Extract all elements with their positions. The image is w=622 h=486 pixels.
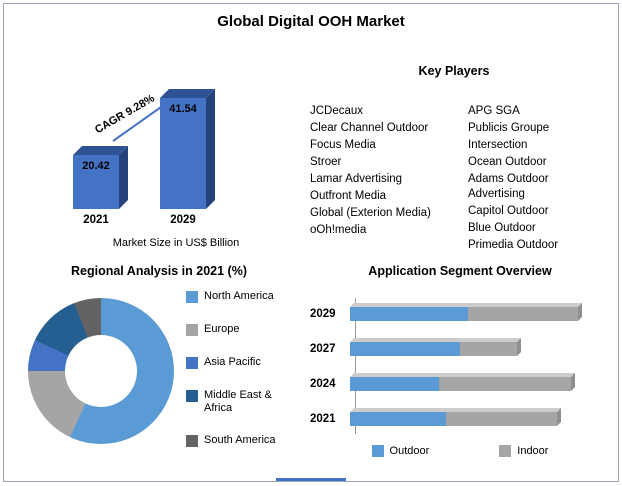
segment-outdoor — [350, 341, 461, 356]
key-players-title: Key Players — [418, 64, 490, 78]
legend-swatch — [186, 324, 198, 336]
application-segment-section: Application Segment Overview 2029 2027 202… — [304, 264, 616, 479]
legend-label: Middle East & Africa — [204, 389, 272, 414]
legend-item-middle-east-africa: Middle East & Africa — [186, 389, 296, 414]
bar-value-label: 41.54 — [169, 103, 197, 115]
app-bar-row-2027: 2027 — [310, 331, 616, 366]
segment-indoor — [467, 306, 578, 321]
market-size-chart: 20.42 41.54 CAGR 9.28% 2021 2029 Market Si… — [56, 59, 296, 254]
year-label: 2029 — [310, 307, 336, 320]
segment-indoor — [460, 341, 517, 356]
legend-label: Europe — [204, 323, 240, 335]
bottom-accent-bar — [276, 478, 346, 481]
bar-front-face: 41.54 — [160, 98, 206, 209]
bar-year-label: 2021 — [83, 214, 109, 226]
player-name: Primedia Outdoor — [468, 238, 559, 251]
bar-top-face — [350, 337, 521, 342]
market-bars-area: 20.42 41.54 — [56, 59, 296, 209]
bar-track — [350, 372, 585, 391]
player-name: Publicis Groupe — [468, 121, 550, 134]
segment-indoor — [446, 411, 557, 426]
player-name: Stroer — [310, 155, 342, 168]
y-axis-line — [355, 298, 356, 434]
player-name: JCDecaux — [310, 105, 364, 117]
player-name: Lamar Advertising — [310, 172, 403, 185]
key-players-column-1: JCDecaux Clear Channel Outdoor Focus Med… — [310, 104, 468, 254]
player-name: Intersection — [468, 138, 528, 151]
page-title: Global Digital OOH Market — [217, 13, 405, 30]
year-label: 2021 — [310, 412, 336, 425]
legend-item-europe: Europe — [186, 323, 296, 336]
player-name: Ocean Outdoor — [468, 155, 547, 168]
player-name: Capitol Outdoor — [468, 204, 549, 217]
segment-outdoor — [350, 376, 440, 391]
player-name: oOh!media — [310, 223, 367, 236]
cagr-arrow — [112, 98, 173, 142]
app-bar-row-2029: 2029 — [310, 296, 616, 331]
market-x-axis-labels: 2021 2029 — [56, 214, 296, 230]
bar-end-face — [516, 337, 521, 356]
key-players-column-2: APG SGA Publicis Groupe Intersection Oce… — [468, 104, 590, 254]
donut-hole — [65, 335, 137, 407]
legend-label: Indoor — [517, 444, 549, 457]
legend-swatch — [371, 445, 384, 457]
player-name: Global (Exterion Media) — [310, 206, 431, 219]
player-name: Adams Outdoor Advertising — [468, 172, 549, 200]
legend-item-north-america: North America — [186, 290, 296, 303]
player-name: Focus Media — [310, 138, 376, 151]
segment-outdoor — [350, 411, 447, 426]
bar-front-face: 20.42 — [73, 155, 119, 209]
player-name: APG SGA — [468, 105, 520, 117]
regional-analysis-section: Regional Analysis in 2021 (%) North Amer… — [14, 264, 304, 476]
bar-track — [350, 302, 585, 321]
app-bar-row-2024: 2024 — [310, 366, 616, 401]
bar-track — [350, 407, 585, 426]
market-bar-2029: 41.54 — [160, 89, 215, 209]
bar-top-face — [350, 372, 575, 377]
key-players-columns: JCDecaux Clear Channel Outdoor Focus Med… — [310, 104, 604, 254]
segment-indoor — [439, 376, 571, 391]
bar-end-face — [577, 302, 582, 321]
legend-label: Outdoor — [389, 444, 430, 457]
player-name: Blue Outdoor — [468, 221, 536, 234]
legend-swatch — [186, 291, 198, 303]
regional-legend: North America Europe Asia Pacific Middle Ea… — [186, 290, 296, 467]
legend-item-indoor: Indoor — [499, 444, 548, 457]
segment-outdoor — [350, 306, 468, 321]
year-label: 2024 — [310, 377, 336, 390]
market-chart-caption: Market Size in US$ Billion — [112, 237, 240, 249]
bar-end-face — [570, 372, 575, 391]
regional-analysis-title: Regional Analysis in 2021 (%) — [71, 264, 247, 278]
bar-top-face — [350, 407, 561, 412]
key-players-section: Key Players JCDecaux Clear Channel Outdo… — [304, 64, 604, 254]
app-bar-row-2021: 2021 — [310, 401, 616, 436]
legend-label: North America — [204, 290, 274, 302]
legend-label: South America — [204, 434, 276, 447]
market-bar-2021: 20.42 — [73, 146, 128, 209]
bar-track — [350, 337, 585, 356]
legend-label: Asia Pacific — [204, 356, 261, 368]
bar-value-label: 20.42 — [82, 160, 110, 172]
legend-item-south-america: South America — [186, 434, 296, 448]
player-name: Clear Channel Outdoor — [310, 121, 429, 134]
legend-swatch — [186, 390, 198, 402]
application-legend: Outdoor Indoor — [304, 444, 616, 457]
player-name: Outfront Media — [310, 189, 387, 202]
legend-swatch — [186, 435, 198, 448]
application-bars-area: 2029 2027 2024 2021 — [310, 296, 616, 436]
infographic-canvas: Global Digital OOH Market 20.42 41.54 CAG… — [3, 3, 619, 482]
application-segment-title: Application Segment Overview — [368, 264, 552, 278]
bar-year-label: 2029 — [170, 214, 196, 226]
legend-item-asia-pacific: Asia Pacific — [186, 356, 296, 369]
legend-item-outdoor: Outdoor — [371, 444, 430, 457]
legend-swatch — [499, 445, 512, 457]
regional-donut-chart — [28, 298, 174, 444]
bar-end-face — [556, 407, 561, 426]
bar-top-face — [350, 302, 582, 307]
year-label: 2027 — [310, 342, 336, 355]
legend-swatch — [186, 357, 198, 369]
